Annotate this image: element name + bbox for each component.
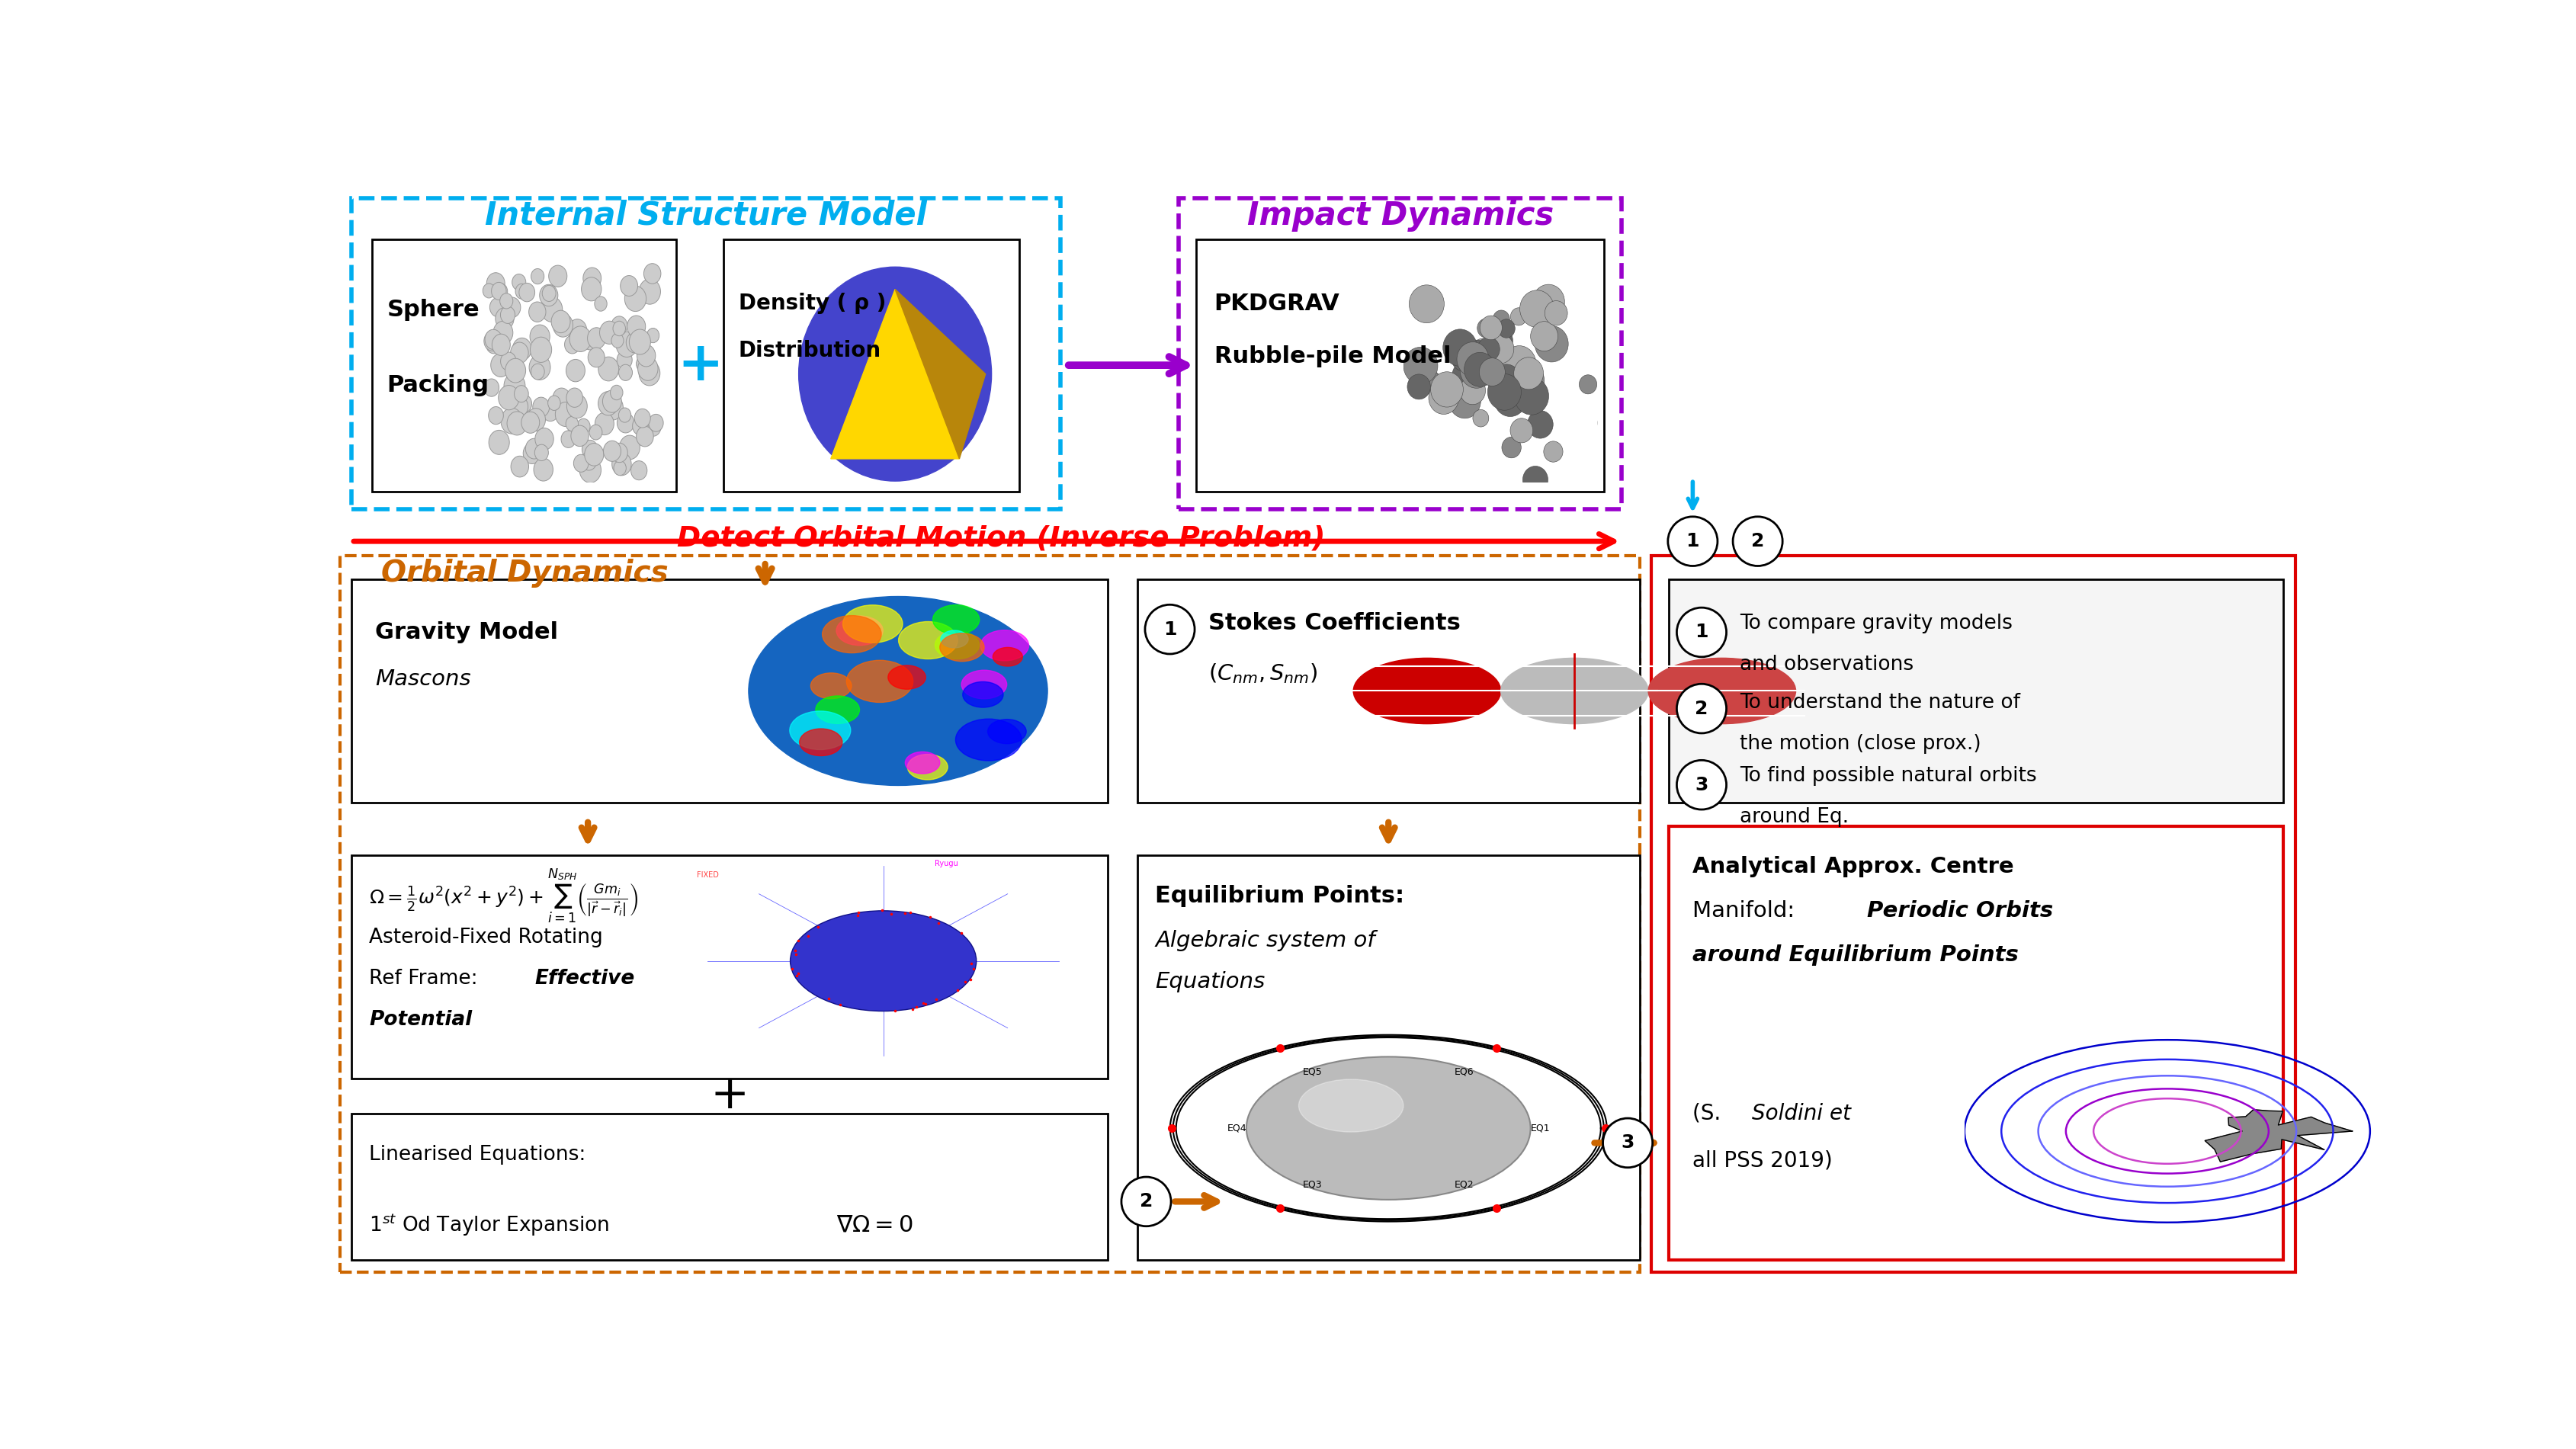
Text: Density ( ρ ): Density ( ρ ) bbox=[739, 293, 886, 314]
Circle shape bbox=[1144, 604, 1195, 653]
Text: To find possible natural orbits: To find possible natural orbits bbox=[1739, 767, 2038, 785]
Text: Analytical Approx. Centre: Analytical Approx. Centre bbox=[1692, 856, 2014, 878]
Bar bbox=[724, 239, 1020, 491]
Text: Ref Frame:: Ref Frame: bbox=[368, 968, 484, 988]
Text: $\nabla\Omega = 0$: $\nabla\Omega = 0$ bbox=[837, 1214, 912, 1236]
Bar bbox=[1139, 580, 1638, 803]
Text: Impact Dynamics: Impact Dynamics bbox=[1247, 200, 1553, 232]
Circle shape bbox=[1602, 1119, 1654, 1168]
Circle shape bbox=[1121, 1177, 1172, 1226]
Text: Stokes Coefficients: Stokes Coefficients bbox=[1208, 613, 1461, 635]
Bar bbox=[350, 199, 1061, 509]
Text: Gravity Model: Gravity Model bbox=[376, 622, 559, 643]
Text: 2: 2 bbox=[1752, 532, 1765, 551]
Text: around Equilibrium Points: around Equilibrium Points bbox=[1692, 945, 2020, 965]
Circle shape bbox=[1734, 517, 1783, 567]
Text: Internal Structure Model: Internal Structure Model bbox=[484, 200, 927, 232]
Text: $\Omega = \frac{1}{2}\omega^2(x^2+y^2)+\sum_{i=1}^{N_{SPH}}\left(\frac{Gm_i}{|\v: $\Omega = \frac{1}{2}\omega^2(x^2+y^2)+\… bbox=[368, 868, 639, 926]
Text: Equations: Equations bbox=[1154, 971, 1265, 993]
Text: Effective: Effective bbox=[536, 968, 634, 988]
Bar bbox=[1180, 199, 1623, 509]
Circle shape bbox=[1667, 517, 1718, 567]
Bar bbox=[1669, 580, 2282, 803]
Text: +: + bbox=[711, 1074, 750, 1119]
Text: (S.: (S. bbox=[1692, 1103, 1728, 1124]
Text: Algebraic system of: Algebraic system of bbox=[1154, 930, 1376, 951]
Bar bbox=[1139, 855, 1638, 1261]
Text: Soldini et: Soldini et bbox=[1752, 1103, 1852, 1124]
Text: 1: 1 bbox=[1164, 620, 1177, 639]
Text: Equilibrium Points:: Equilibrium Points: bbox=[1154, 885, 1404, 907]
Text: 2: 2 bbox=[1695, 700, 1708, 717]
Text: the motion (close prox.): the motion (close prox.) bbox=[1739, 733, 1981, 753]
Bar bbox=[350, 855, 1108, 1078]
Bar bbox=[350, 1113, 1108, 1261]
Text: Detect Orbital Motion (Inverse Problem): Detect Orbital Motion (Inverse Problem) bbox=[677, 525, 1327, 552]
Text: +: + bbox=[677, 339, 724, 391]
Bar bbox=[350, 580, 1108, 803]
Bar bbox=[340, 556, 1638, 1272]
Text: all PSS 2019): all PSS 2019) bbox=[1692, 1151, 1832, 1171]
Text: Manifold:: Manifold: bbox=[1692, 900, 1803, 922]
Circle shape bbox=[1677, 607, 1726, 656]
Text: 1: 1 bbox=[1695, 623, 1708, 642]
Text: 3: 3 bbox=[1620, 1133, 1633, 1152]
Text: Asteroid-Fixed Rotating: Asteroid-Fixed Rotating bbox=[368, 927, 603, 948]
Text: Mascons: Mascons bbox=[376, 668, 471, 690]
Text: PKDGRAV: PKDGRAV bbox=[1213, 293, 1340, 314]
Text: 1: 1 bbox=[1687, 532, 1700, 551]
Circle shape bbox=[1677, 684, 1726, 733]
Text: To understand the nature of: To understand the nature of bbox=[1739, 693, 2020, 713]
Text: 3: 3 bbox=[1695, 775, 1708, 794]
Text: To compare gravity models: To compare gravity models bbox=[1739, 613, 2012, 633]
Text: Linearised Equations:: Linearised Equations: bbox=[368, 1145, 587, 1165]
Bar bbox=[1669, 826, 2282, 1261]
Bar bbox=[1651, 556, 2295, 1272]
Bar bbox=[371, 239, 677, 491]
Text: Periodic Orbits: Periodic Orbits bbox=[1868, 900, 2053, 922]
Text: around Eq.: around Eq. bbox=[1739, 807, 1850, 827]
Text: Rubble-pile Model: Rubble-pile Model bbox=[1213, 345, 1450, 368]
Text: Sphere: Sphere bbox=[386, 298, 479, 320]
Text: Distribution: Distribution bbox=[739, 341, 881, 361]
Text: Orbital Dynamics: Orbital Dynamics bbox=[381, 559, 667, 588]
Text: and observations: and observations bbox=[1739, 655, 1914, 674]
Bar bbox=[1195, 239, 1605, 491]
Text: 2: 2 bbox=[1139, 1193, 1154, 1211]
Text: $1^{st}$ Od Taylor Expansion: $1^{st}$ Od Taylor Expansion bbox=[368, 1213, 611, 1237]
Text: Packing: Packing bbox=[386, 374, 489, 397]
Text: Potential: Potential bbox=[368, 1010, 471, 1030]
Text: $(C_{nm}, S_{nm})$: $(C_{nm}, S_{nm})$ bbox=[1208, 662, 1316, 685]
Circle shape bbox=[1677, 761, 1726, 810]
